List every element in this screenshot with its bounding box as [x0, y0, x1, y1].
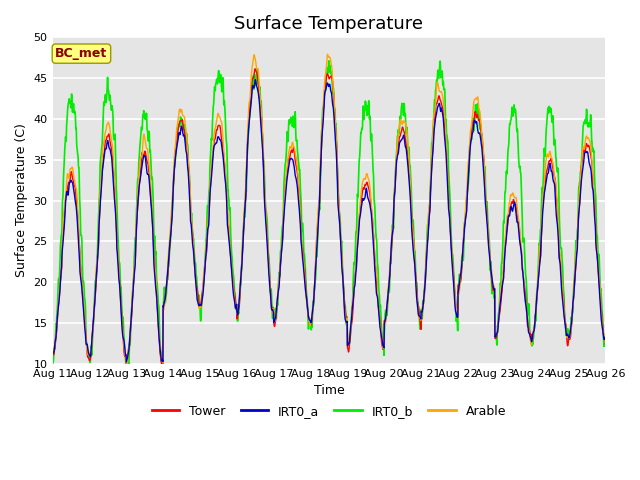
X-axis label: Time: Time: [314, 384, 344, 397]
Legend: Tower, IRT0_a, IRT0_b, Arable: Tower, IRT0_a, IRT0_b, Arable: [147, 400, 511, 423]
Text: BC_met: BC_met: [55, 47, 108, 60]
Y-axis label: Surface Temperature (C): Surface Temperature (C): [15, 123, 28, 277]
Title: Surface Temperature: Surface Temperature: [234, 15, 424, 33]
